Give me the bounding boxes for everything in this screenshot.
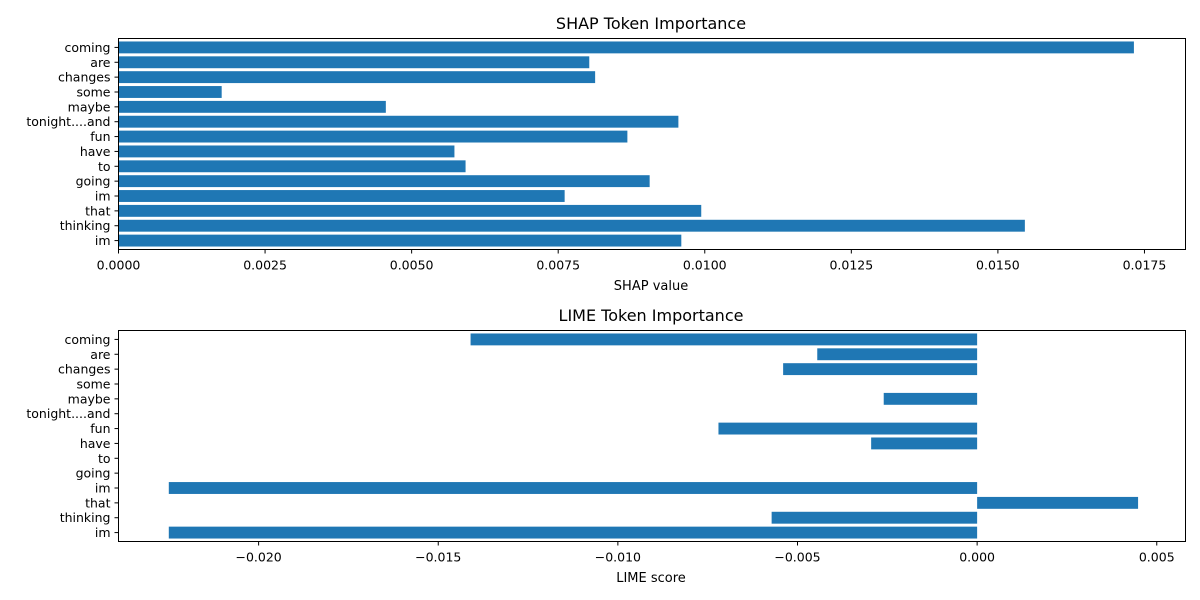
lime-y-tick-label: tonight....and [26, 406, 110, 421]
lime-x-tick-label: 0.005 [1139, 550, 1175, 565]
shap-y-tick-label: coming [64, 40, 110, 55]
lime-bar [168, 482, 978, 494]
shap-bar [118, 145, 455, 158]
shap-bar [118, 86, 222, 98]
shap-x-axis: 0.0000 0.0025 0.0050 0.0075 0.0100 0.0125 0.01… [97, 249, 1167, 273]
lime-bar [817, 348, 978, 361]
shap-bar [118, 115, 679, 128]
lime-y-tick-label: coming [64, 332, 110, 347]
shap-y-tick-label: some [76, 84, 110, 99]
lime-x-tick-label: −0.020 [235, 550, 281, 565]
shap-chart: SHAP Token Importance SHAP value cominga… [26, 14, 1186, 294]
lime-y-axis: comingarechangessomemaybetonight....andf… [26, 332, 119, 540]
lime-y-tick-label: im [95, 525, 111, 540]
shap-y-tick-label: im [95, 233, 111, 248]
shap-y-tick-label: going [76, 174, 111, 189]
lime-x-axis-label: LIME score [616, 571, 686, 586]
shap-y-tick-label: fun [90, 129, 110, 144]
lime-bar [783, 363, 978, 376]
shap-y-tick-label: are [90, 55, 111, 70]
lime-bars [168, 333, 1139, 539]
shap-y-tick-label: tonight....and [26, 114, 110, 129]
lime-x-axis: −0.020 −0.015 −0.010 −0.005 0.000 0.005 [235, 541, 1175, 565]
lime-x-tick-label: −0.005 [774, 550, 820, 565]
lime-y-tick-label: that [85, 495, 110, 510]
shap-bar [118, 219, 1025, 232]
shap-bar [118, 175, 650, 188]
lime-y-tick-label: have [80, 436, 111, 451]
shap-y-tick-label: that [85, 203, 110, 218]
shap-x-tick-label: 0.0125 [829, 258, 873, 273]
shap-y-axis: comingarechangessomemaybetonight....andf… [26, 40, 119, 248]
shap-x-axis-label: SHAP value [614, 279, 688, 294]
shap-bar [118, 100, 386, 113]
shap-bar [118, 234, 682, 247]
shap-x-tick-label: 0.0075 [536, 258, 580, 273]
shap-x-tick-label: 0.0175 [1123, 258, 1167, 273]
lime-x-tick-label: −0.015 [415, 550, 461, 565]
lime-x-tick-label: 0.000 [959, 550, 995, 565]
lime-plot-frame [118, 330, 1186, 542]
lime-chart-title: LIME Token Importance [559, 306, 744, 325]
lime-bar [871, 437, 978, 450]
shap-y-tick-label: maybe [68, 99, 111, 114]
lime-bar [168, 526, 978, 539]
shap-bar [118, 71, 596, 84]
lime-y-tick-label: going [76, 466, 111, 481]
lime-bar [771, 511, 978, 524]
lime-x-tick-label: −0.010 [595, 550, 641, 565]
lime-y-tick-label: changes [58, 362, 111, 377]
lime-bar [977, 496, 1139, 509]
shap-bar [118, 190, 565, 202]
shap-bars [118, 41, 1134, 247]
shap-x-tick-label: 0.0025 [243, 258, 287, 273]
shap-bar [118, 204, 702, 217]
shap-y-tick-label: have [80, 144, 111, 159]
shap-x-tick-label: 0.0150 [976, 258, 1020, 273]
lime-y-tick-label: thinking [60, 510, 111, 525]
shap-bar [118, 130, 628, 143]
lime-y-tick-label: im [95, 481, 111, 496]
shap-bar [118, 56, 590, 69]
lime-chart: LIME Token Importance LIME score cominga… [26, 306, 1186, 586]
lime-y-tick-label: some [76, 376, 110, 391]
shap-chart-title: SHAP Token Importance [556, 14, 746, 33]
lime-bar [470, 333, 978, 346]
lime-y-tick-label: fun [90, 421, 110, 436]
shap-bar [118, 41, 1134, 54]
shap-y-tick-label: thinking [60, 218, 111, 233]
lime-bar [718, 422, 978, 435]
shap-plot-frame [118, 38, 1186, 250]
shap-bar [118, 160, 466, 173]
shap-y-tick-label: changes [58, 70, 111, 85]
shap-x-tick-label: 0.0000 [97, 258, 141, 273]
shap-x-tick-label: 0.0050 [390, 258, 434, 273]
shap-x-tick-label: 0.0100 [683, 258, 727, 273]
lime-y-tick-label: maybe [68, 391, 111, 406]
lime-bar [883, 392, 978, 405]
lime-y-tick-label: are [90, 347, 111, 362]
shap-y-tick-label: to [98, 159, 111, 174]
shap-y-tick-label: im [95, 189, 111, 204]
lime-y-tick-label: to [98, 451, 111, 466]
